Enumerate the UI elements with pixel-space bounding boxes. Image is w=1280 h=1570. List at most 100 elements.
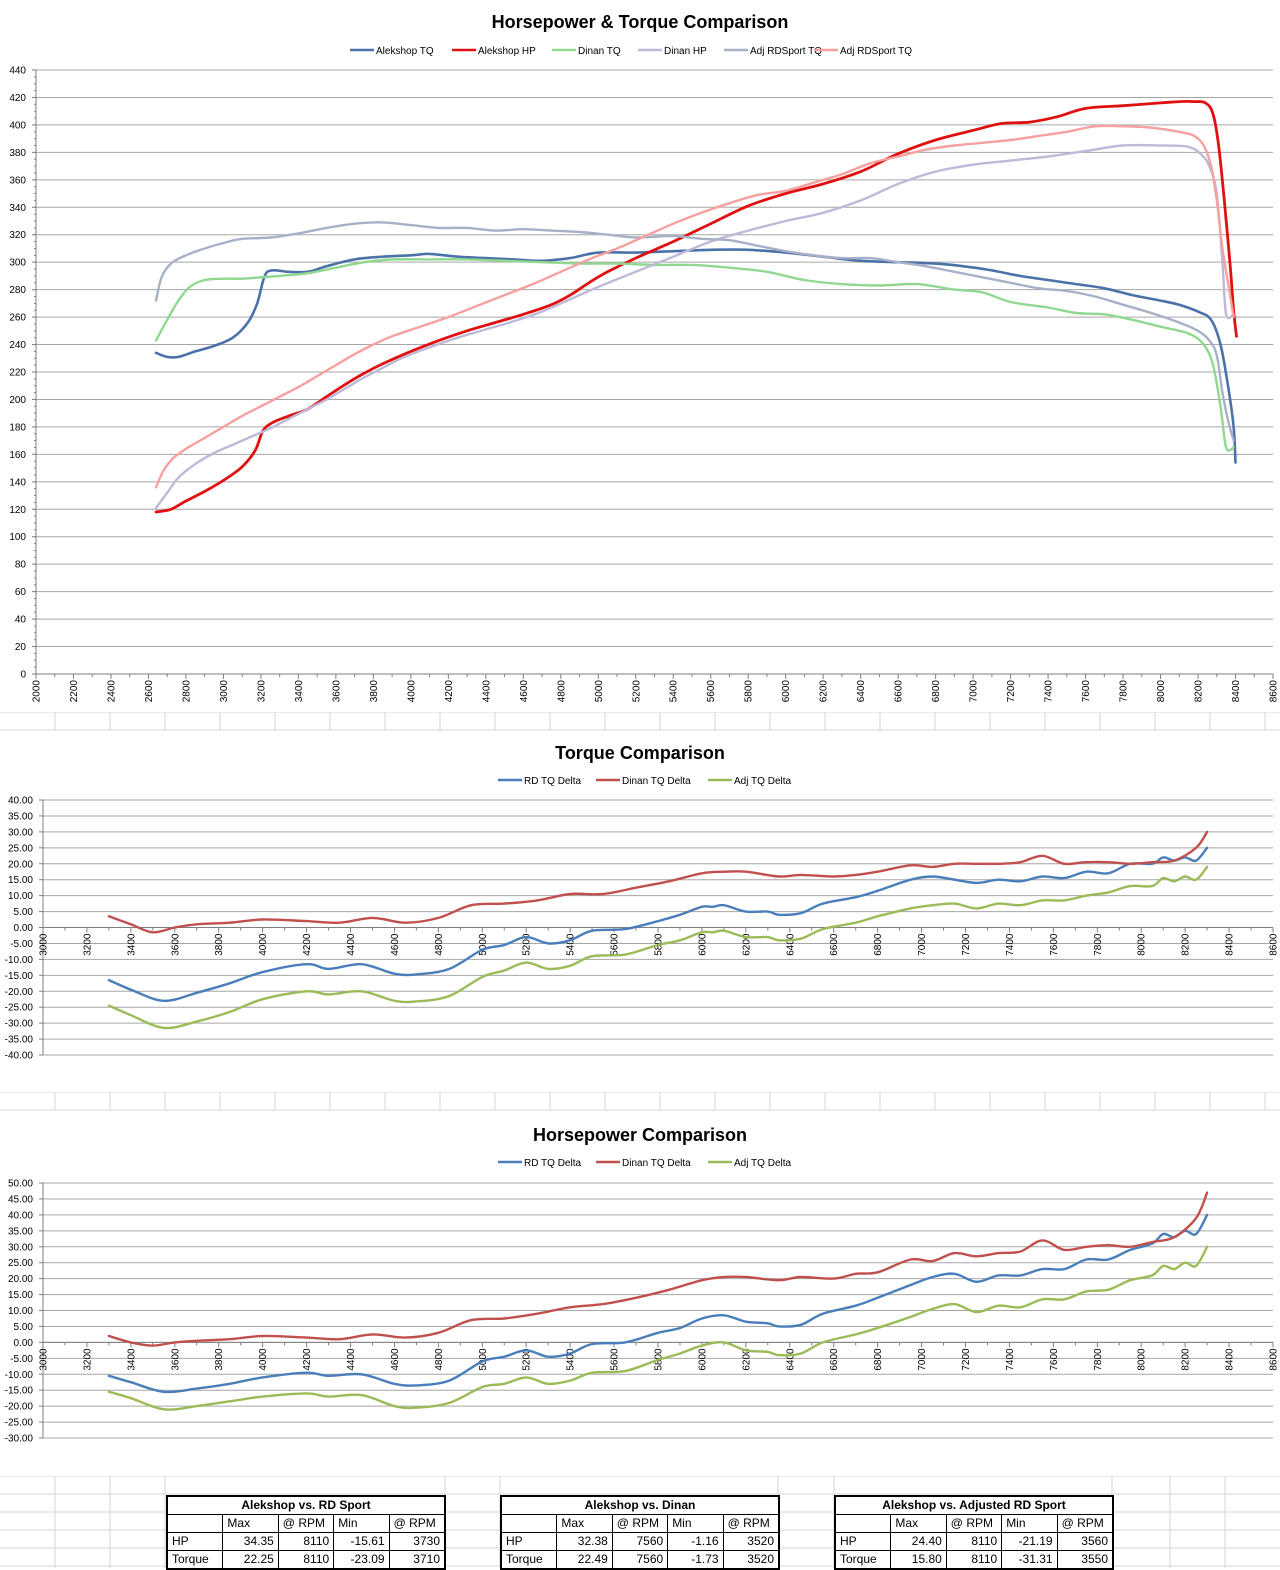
y-tick-label: 360 (9, 175, 26, 186)
x-tick-label: 4000 (258, 933, 269, 956)
x-tick-label: 7200 (961, 933, 972, 956)
series-line-1 (154, 248, 1237, 464)
x-tick-label: 5600 (610, 1348, 621, 1371)
x-tick-label: 4800 (434, 933, 445, 956)
table-cell: 34.35 (222, 1532, 279, 1551)
x-tick-label: 8200 (1181, 1348, 1192, 1371)
y-tick-label: -20.00 (5, 1402, 34, 1413)
y-tick-label: 25.00 (8, 843, 33, 854)
gridlines (36, 69, 1273, 675)
table-cell: -21.19 (1001, 1532, 1058, 1551)
x-tick-label: 3600 (331, 680, 342, 703)
y-tick-label: 45.00 (8, 1194, 33, 1205)
y-tick-label: 420 (9, 93, 26, 104)
y-tick-label: 260 (9, 313, 26, 324)
x-tick-label: 4000 (258, 1348, 269, 1371)
legend-label: Adj TQ Delta (734, 776, 791, 787)
x-tick-label: 6400 (856, 680, 867, 703)
legend-label: Alekshop TQ (376, 46, 434, 57)
series-group (107, 830, 1209, 1030)
x-tick-label: 6000 (697, 1348, 708, 1371)
x-tick-label: 3000 (39, 1348, 50, 1371)
x-tick-label: 2200 (69, 680, 80, 703)
x-tick-label: 6600 (829, 1348, 840, 1371)
x-tick-label: 7600 (1081, 680, 1092, 703)
x-tick-label: 4400 (346, 933, 357, 956)
table-header: @ RPM (611, 1514, 669, 1533)
x-tick-label: 4200 (302, 933, 313, 956)
table-row: HP 34.35 8110 -15.61 3730 (166, 1532, 446, 1551)
y-tick-label: 35.00 (8, 811, 33, 822)
table-cell: 3520 (722, 1532, 780, 1551)
x-tick-label: 4200 (302, 1348, 313, 1371)
table-cell: 3560 (1056, 1532, 1114, 1551)
y-tick-label: 20 (15, 642, 27, 653)
table-row: HP 32.38 7560 -1.16 3520 (500, 1532, 780, 1551)
legend-label: Dinan TQ Delta (622, 1158, 691, 1169)
table-cell: 8110 (277, 1550, 335, 1570)
table-header: @ RPM (277, 1514, 335, 1533)
y-tick-label: -30.00 (5, 1434, 34, 1445)
x-tick-label: 7000 (917, 933, 928, 956)
y-tick-label: 60 (15, 587, 27, 598)
y-tick-label: -5.00 (10, 1354, 33, 1365)
table-row: HP 24.40 8110 -21.19 3560 (834, 1532, 1114, 1551)
table-cell: Torque (166, 1550, 224, 1570)
y-tick-label: -25.00 (5, 1003, 34, 1014)
y-tick-label: 35.00 (8, 1226, 33, 1237)
legend-label: Alekshop HP (478, 46, 536, 57)
y-tick-label: 220 (9, 368, 26, 379)
table-cell: HP (500, 1532, 558, 1551)
table-cell: -31.31 (1001, 1550, 1058, 1570)
x-tick-label: 3200 (256, 680, 267, 703)
x-tick-label: 7800 (1093, 933, 1104, 956)
y-tick-label: -10.00 (5, 955, 34, 966)
x-tick-label: 5400 (566, 1348, 577, 1371)
y-tick-label: 380 (9, 148, 26, 159)
table-header (166, 1514, 224, 1533)
table-header: Min (667, 1514, 724, 1533)
x-tick-label: 5200 (522, 1348, 533, 1371)
x-tick-label: 2000 (32, 680, 43, 703)
legend: Alekshop TQ Alekshop HP Dinan TQ Dinan HP Ad… (350, 46, 912, 57)
x-tick-label: 3600 (170, 933, 181, 956)
table-cell: 7560 (611, 1532, 669, 1551)
y-tick-label: 160 (9, 450, 26, 461)
stats-table-dinan: Alekshop vs. Dinan Max @ RPM Min @ RPM H… (500, 1495, 780, 1570)
y-tick-label: -10.00 (5, 1370, 34, 1381)
series-line-6 (154, 124, 1235, 489)
x-tick-label: 2600 (144, 680, 155, 703)
x-tick-label: 7600 (1049, 1348, 1060, 1371)
table-cell: 32.38 (556, 1532, 613, 1551)
y-tick-label: 10.00 (8, 891, 33, 902)
x-tick-label: 5000 (478, 1348, 489, 1371)
legend: RD TQ Delta Dinan TQ Delta Adj TQ Delta (498, 1158, 791, 1169)
table-cell: 3710 (388, 1550, 446, 1570)
table-header (834, 1514, 892, 1533)
gridlines (43, 1182, 1273, 1439)
table-cell: 8110 (945, 1550, 1003, 1570)
x-tick-label: 5400 (669, 680, 680, 703)
x-tick-label: 6400 (785, 933, 796, 956)
x-tick-label: 4600 (390, 933, 401, 956)
table-cell: 3550 (1056, 1550, 1114, 1570)
x-tick-label: 8400 (1225, 933, 1236, 956)
legend-label: RD TQ Delta (524, 776, 581, 787)
y-tick-label: 40.00 (8, 796, 33, 807)
x-tick-label: 5600 (610, 933, 621, 956)
x-tick-label: 6000 (697, 933, 708, 956)
y-tick-label: -15.00 (5, 971, 34, 982)
y-tick-label: 50.00 (8, 1179, 33, 1190)
y-tick-label: -25.00 (5, 1418, 34, 1429)
series-line-3 (154, 258, 1235, 452)
series-line-3 (107, 865, 1209, 1030)
x-tick-label: 3400 (294, 680, 305, 703)
table-row: Torque 15.80 8110 -31.31 3550 (834, 1550, 1114, 1570)
y-tick-label: -5.00 (10, 939, 33, 950)
x-tick-label: 7000 (917, 1348, 928, 1371)
y-tick-label: 320 (9, 230, 26, 241)
y-tick-label: -20.00 (5, 987, 34, 998)
x-tick-label: 8400 (1225, 1348, 1236, 1371)
y-tick-label: 40 (15, 615, 27, 626)
table-cell: 3730 (388, 1532, 446, 1551)
